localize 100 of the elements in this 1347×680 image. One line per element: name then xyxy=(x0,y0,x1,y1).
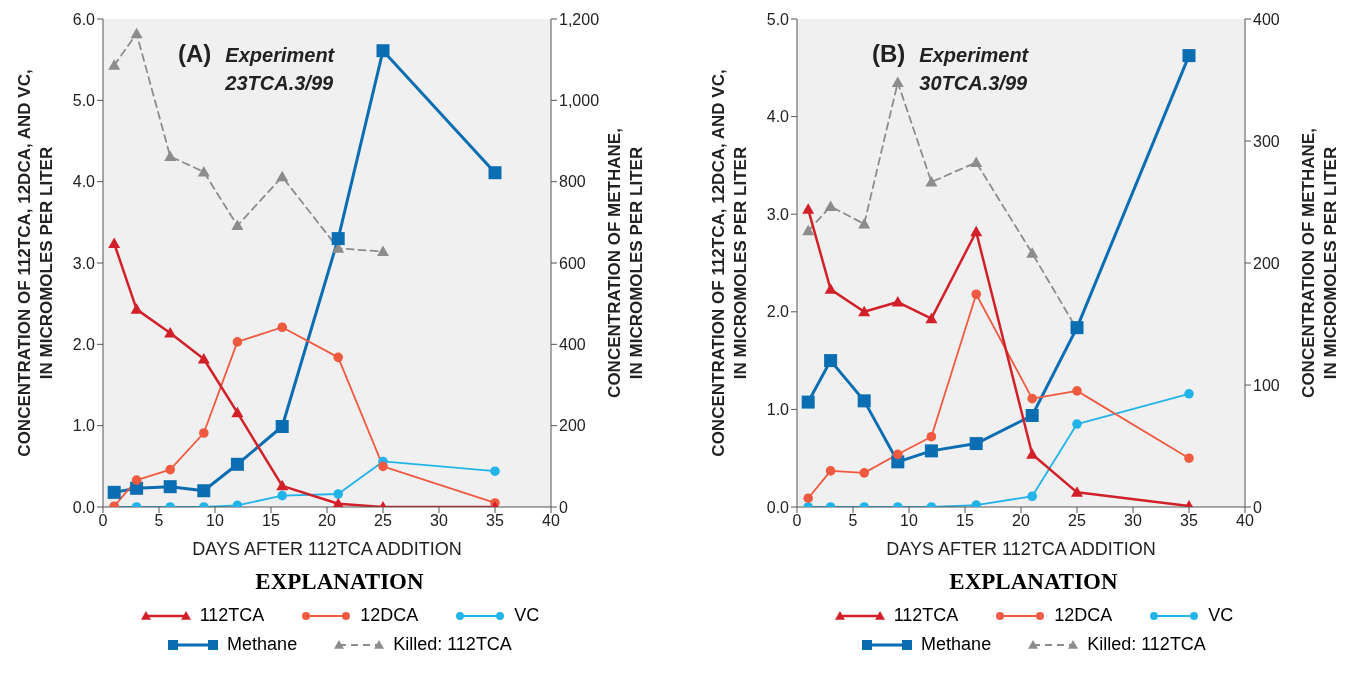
point xyxy=(970,156,983,167)
point xyxy=(231,406,244,418)
text: Experiment 23TCA.3/99 xyxy=(225,43,335,96)
y-tick-label: 0.0 xyxy=(766,498,790,516)
point xyxy=(164,150,177,161)
y2-tick-label: 400 xyxy=(559,336,586,354)
point xyxy=(970,225,983,237)
point xyxy=(1184,453,1194,463)
y2-axis-title: CONCENTRATION OF METHANE, IN MICROMOLES PER LITER xyxy=(605,128,646,398)
x-tick-label: 0 xyxy=(792,512,802,530)
y-axis-title: CONCENTRATION OF 112TCA, 12DCA, AND VC, IN MICROMOLES PER LITER xyxy=(709,69,750,457)
x-axis-title: DAYS AFTER 112TCA ADDITION xyxy=(192,539,462,559)
point xyxy=(331,232,345,246)
legend-label: 12DCA xyxy=(1054,605,1113,626)
point xyxy=(926,431,937,442)
point xyxy=(164,326,177,338)
point xyxy=(891,296,904,307)
point xyxy=(488,166,502,180)
point xyxy=(1184,388,1194,399)
y2-tick-label: 800 xyxy=(559,173,586,191)
text: Experiment 30TCA.3/99 xyxy=(919,43,1029,96)
point xyxy=(1027,393,1037,404)
y2-tick-label: 0 xyxy=(559,498,568,516)
y2-tick-label: 1,000 xyxy=(559,92,600,110)
y2-tick-label: 100 xyxy=(1253,376,1280,394)
x-tick-label: 40 xyxy=(542,512,560,530)
point xyxy=(333,352,343,363)
legend-label: 112TCA xyxy=(893,605,959,626)
y-tick-label: 5.0 xyxy=(766,10,790,28)
x-tick-label: 40 xyxy=(1236,512,1254,530)
y-tick-label: 5.0 xyxy=(72,92,96,110)
point xyxy=(276,479,289,491)
point xyxy=(858,217,871,229)
point xyxy=(824,200,837,211)
y-tick-label: 1.0 xyxy=(72,417,96,435)
point xyxy=(857,394,871,408)
point xyxy=(802,224,815,236)
point xyxy=(1182,49,1196,63)
point xyxy=(858,305,871,317)
point xyxy=(163,480,177,494)
point xyxy=(376,44,390,58)
y-axis-title: CONCENTRATION OF 112TCA, 12DCA, AND VC, IN MICROMOLES PER LITER xyxy=(15,69,56,457)
point xyxy=(197,352,210,364)
point xyxy=(231,219,244,231)
y-tick-label: 4.0 xyxy=(766,108,790,126)
y2-tick-label: 1,200 xyxy=(559,10,600,28)
y2-tick-label: 600 xyxy=(559,254,586,272)
point xyxy=(1071,486,1083,497)
point xyxy=(377,245,389,257)
point xyxy=(197,484,211,498)
point xyxy=(107,485,121,499)
legend-label: 12DCA xyxy=(360,605,419,626)
legend-label: 112TCA xyxy=(199,605,265,626)
point xyxy=(971,500,981,507)
legend-label: Methane xyxy=(921,634,992,655)
legend-title: EXPLANATION xyxy=(254,569,425,595)
y-tick-label: 3.0 xyxy=(766,205,790,223)
point xyxy=(925,312,938,324)
y-tick-label: 1.0 xyxy=(766,401,790,419)
point xyxy=(925,175,938,187)
y2-tick-label: 300 xyxy=(1253,132,1280,150)
x-tick-label: 5 xyxy=(848,512,858,530)
point xyxy=(378,461,388,472)
y-tick-label: 0.0 xyxy=(72,498,96,516)
point xyxy=(275,419,289,433)
point xyxy=(277,322,287,333)
legend-label: Killed: 112TCA xyxy=(1087,634,1206,655)
x-tick-label: 25 xyxy=(374,512,392,530)
point xyxy=(1026,448,1039,459)
text: (B) xyxy=(872,40,906,69)
point xyxy=(165,464,175,475)
point xyxy=(108,59,121,70)
x-tick-label: 35 xyxy=(1180,512,1198,530)
point xyxy=(1026,247,1039,258)
point xyxy=(131,475,142,485)
point xyxy=(1072,386,1082,396)
point xyxy=(130,303,143,314)
point xyxy=(232,337,243,347)
point xyxy=(824,283,837,294)
point xyxy=(891,76,904,87)
legend-label: VC xyxy=(514,605,540,626)
y-tick-label: 6.0 xyxy=(72,10,96,28)
x-tick-label: 10 xyxy=(900,512,918,530)
x-tick-label: 30 xyxy=(1124,512,1142,530)
point xyxy=(130,27,143,39)
y-tick-label: 2.0 xyxy=(766,303,790,321)
legend-label: VC xyxy=(1208,605,1234,626)
point xyxy=(199,428,209,438)
x-tick-label: 0 xyxy=(98,512,108,530)
legend-label: Methane xyxy=(227,634,298,655)
x-axis-title: DAYS AFTER 112TCA ADDITION xyxy=(886,539,1156,559)
point xyxy=(1072,419,1082,429)
point xyxy=(108,237,121,248)
point xyxy=(893,449,903,460)
text: (A) xyxy=(178,40,212,69)
x-tick-label: 35 xyxy=(486,512,504,530)
y2-axis-title: CONCENTRATION OF METHANE, IN MICROMOLES PER LITER xyxy=(1299,128,1340,398)
point xyxy=(1025,409,1039,422)
x-tick-label: 30 xyxy=(430,512,448,530)
point xyxy=(824,354,838,368)
